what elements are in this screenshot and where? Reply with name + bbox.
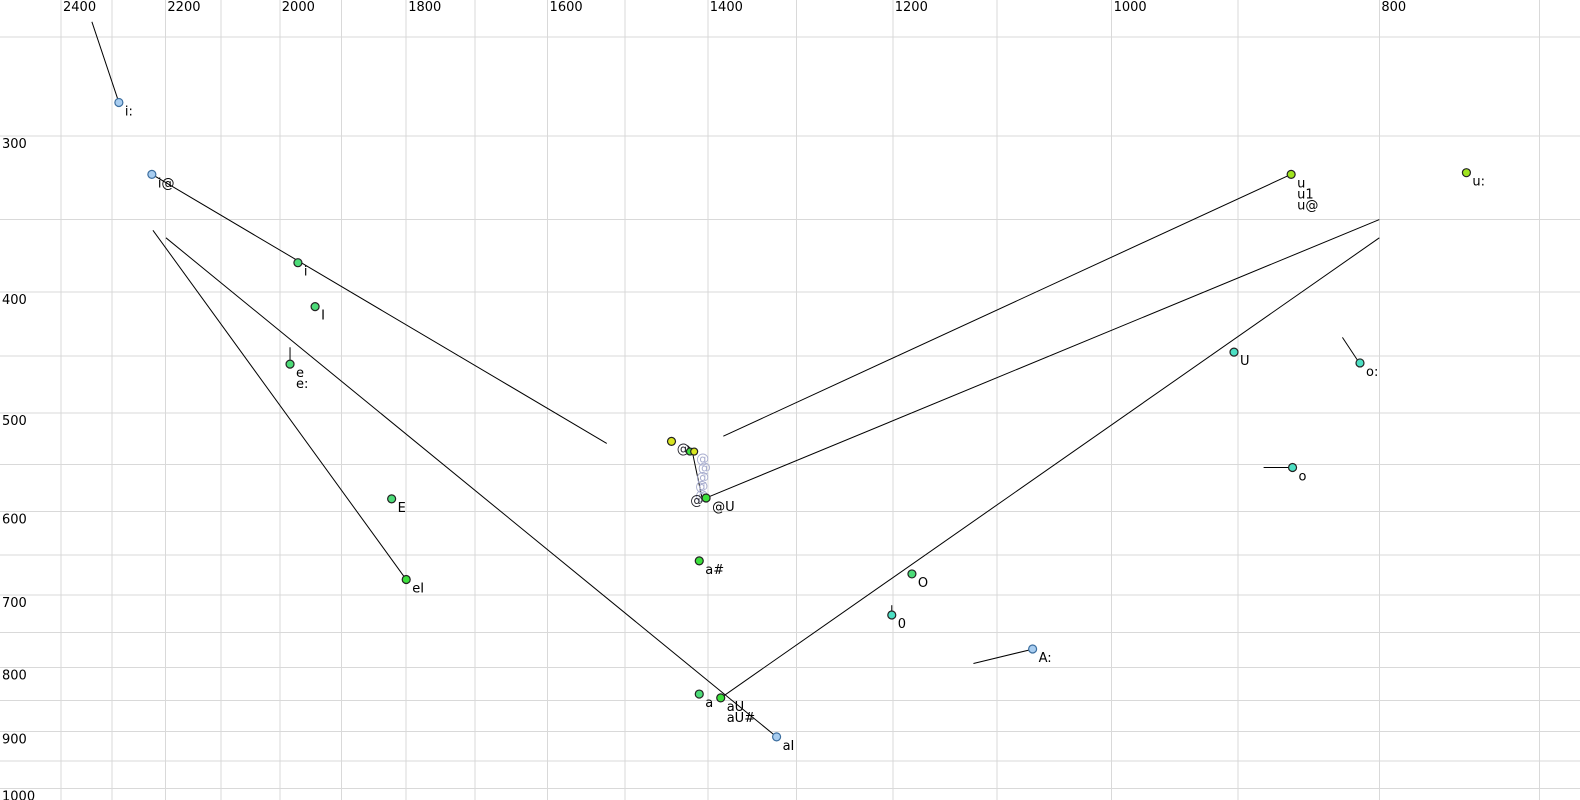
vowel-point-u-long [1461, 168, 1472, 178]
trajectory-line-aU-glide [720, 237, 1380, 699]
vowel-label-E: E [398, 501, 406, 516]
vowel-label-U: U [1240, 354, 1250, 369]
vowel-label-schwa-U: @U [712, 500, 735, 515]
vowel-point-a [694, 689, 704, 699]
vowel-label-u: u [1297, 176, 1305, 191]
trajectory-line-A-long-onset [973, 649, 1031, 665]
trajectory-line-schwa-U-glide [705, 219, 1380, 499]
vowel-point-U [1229, 347, 1239, 357]
vowel-point-O [907, 569, 917, 579]
vowel-label-u-long: u: [1472, 175, 1485, 190]
axis-tick-label-left: 300 [2, 137, 27, 152]
vowel-point-e-long [285, 359, 295, 369]
vowel-label-eI: eI [412, 582, 424, 597]
axis-tick-label-top: 2400 [63, 0, 96, 15]
vowel-point-u [1286, 169, 1296, 179]
trajectory-line-eI-glide [152, 229, 407, 580]
vowel-label-A-long: A: [1039, 651, 1052, 666]
trajectory-line-i-schwa-glide [151, 173, 607, 444]
vowel-label-aU: aU# [727, 711, 755, 726]
axis-tick-label-top: 2000 [282, 0, 315, 15]
vowel-label-u: u@ [1297, 198, 1318, 213]
schwa-annotation-gray: @ [695, 479, 708, 494]
vowel-point-E [387, 494, 397, 504]
trajectory-line-schwa-chain [691, 452, 703, 498]
vowel-point-aU [716, 693, 726, 703]
axis-tick-label-top: 1600 [550, 0, 583, 15]
schwa-annotation-gray: @ [696, 471, 709, 486]
axis-tick-label-left: 1000 [2, 790, 35, 800]
vowel-label-i-long: i: [125, 104, 133, 119]
vowel-point-i [293, 258, 303, 268]
vowel-label-zero: 0 [898, 617, 906, 632]
vowel-point-A-long [1028, 644, 1038, 654]
vowel-point-schwa-U [701, 493, 711, 503]
vowel-label-i: i [304, 265, 308, 280]
vowel-point-i-long [114, 97, 124, 108]
axis-tick-label-top: 1200 [895, 0, 928, 15]
vowel-point-schwa [666, 436, 677, 446]
vowel-label-e-long: e: [296, 377, 308, 392]
vowel-point-o [1287, 462, 1298, 473]
axis-tick-label-top: 2200 [167, 0, 200, 15]
vowel-label-aI: aI [783, 739, 795, 754]
axis-tick-label-top: 1800 [408, 0, 441, 15]
vowel-label-a-hash: a# [705, 563, 724, 578]
axis-tick-label-left: 600 [2, 513, 27, 528]
axis-tick-label-top: 800 [1381, 0, 1406, 15]
vowel-label-O: O [918, 576, 928, 591]
vowel-label-o: o [1299, 469, 1307, 484]
axis-tick-label-left: 900 [2, 732, 27, 747]
axis-tick-label-left: 800 [2, 669, 27, 684]
vowel-label-a: a [705, 696, 713, 711]
vowel-label-aU: aU [727, 700, 744, 715]
schwa-annotation-gray: @ [696, 452, 709, 467]
vowel-point-zero [887, 610, 897, 620]
schwa-annotation-gray: @ [698, 461, 711, 476]
schwa-annotation-dark: @ [690, 493, 703, 508]
vowel-label-i-schwa: i@ [158, 176, 175, 191]
vowel-point-schwa-3 [690, 447, 699, 456]
vowel-point-eI [401, 574, 411, 585]
vowel-point-a-hash [694, 556, 704, 566]
axis-tick-label-left: 400 [2, 293, 27, 308]
axis-tick-label-top: 1000 [1114, 0, 1147, 15]
axis-tick-label-left: 700 [2, 596, 27, 611]
vowel-label-I: I [321, 309, 325, 324]
vowel-point-o-long [1355, 358, 1365, 368]
axis-tick-label-left: 500 [2, 414, 27, 429]
vowel-point-aI [771, 732, 782, 742]
trajectory-line-u-schwa-glide [723, 173, 1292, 437]
vowel-point-i-schwa [147, 169, 157, 179]
trajectory-line-i-long-onset [91, 21, 120, 103]
vowel-point-I [310, 302, 320, 312]
vowel-label-u: u1 [1297, 187, 1314, 202]
vowel-label-e-long: e [296, 366, 304, 381]
axis-tick-label-top: 1400 [710, 0, 743, 15]
trajectory-line-o-long-onset [1341, 337, 1359, 363]
vowel-label-o-long: o: [1366, 365, 1378, 380]
trajectory-line-aI-glide [165, 237, 777, 738]
